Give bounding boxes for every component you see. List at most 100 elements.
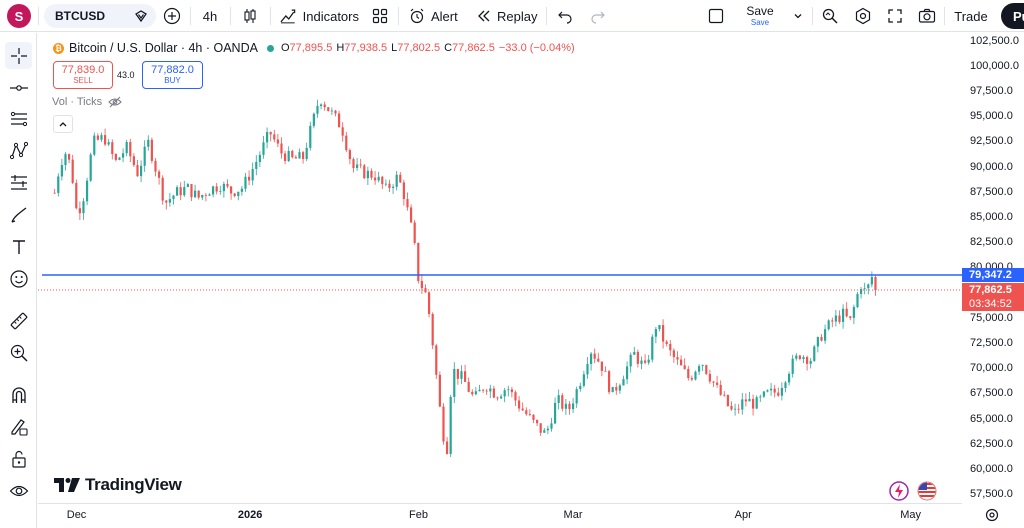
redo-button[interactable] — [586, 4, 610, 28]
parallel-lines-icon — [10, 111, 27, 126]
trade-button[interactable]: Trade — [954, 8, 988, 24]
sell-button[interactable]: 77,839.0 SELL — [53, 61, 113, 89]
high-value: 77,938.5 — [344, 42, 388, 54]
chart-pane[interactable] — [38, 33, 962, 503]
plus-circle-icon — [163, 7, 181, 25]
alarm-clock-icon — [410, 8, 424, 24]
candle-body — [751, 398, 755, 409]
chart-legend[interactable]: ₿ Bitcoin / U.S. Dollar · 4h · OANDA O 7… — [53, 41, 579, 55]
candle-body — [589, 353, 593, 364]
candle-body — [503, 390, 506, 397]
candle-body — [233, 193, 236, 197]
magnet-tool[interactable] — [5, 381, 32, 408]
candle-body — [604, 370, 607, 372]
candle-body — [672, 350, 675, 358]
flash-icon[interactable] — [889, 481, 909, 501]
brush-icon — [10, 206, 26, 223]
trend-line-tool[interactable] — [5, 74, 32, 101]
candle-body — [71, 159, 74, 183]
low-value: 77,802.5 — [397, 42, 441, 54]
candle-body — [514, 392, 517, 401]
brush-tool[interactable] — [5, 201, 32, 228]
publish-button[interactable]: Pu — [1001, 3, 1024, 29]
gear-icon — [855, 7, 871, 25]
candle-body — [651, 336, 654, 360]
candle-body — [445, 441, 449, 454]
candle-body — [118, 157, 121, 160]
candle-body — [708, 373, 711, 382]
eye-hidden-icon[interactable] — [108, 96, 122, 108]
candle-body — [755, 397, 758, 409]
divider — [230, 7, 231, 25]
us-flag-icon[interactable] — [917, 481, 937, 501]
volume-legend[interactable]: Vol · Ticks — [52, 96, 122, 108]
buy-price: 77,882.0 — [151, 64, 194, 76]
indicators-button[interactable]: Indicators — [279, 4, 359, 28]
alert-button[interactable]: Alert — [408, 4, 464, 28]
save-menu-button[interactable] — [790, 4, 806, 28]
candle-body — [78, 208, 81, 214]
search-icon — [822, 8, 838, 24]
candle-body — [82, 201, 85, 214]
candle-body — [103, 135, 107, 145]
price-tick-label: 67,500.0 — [970, 387, 1013, 400]
candle-body — [586, 363, 589, 375]
chart-type-button[interactable] — [238, 4, 262, 28]
fib-tool[interactable] — [5, 105, 32, 132]
indicator-templates-button[interactable] — [368, 4, 392, 28]
candle-body — [75, 182, 78, 209]
undo-icon — [558, 11, 572, 24]
measure-tool[interactable] — [5, 307, 32, 334]
snapshot-button[interactable] — [915, 4, 939, 28]
pencil-lock-icon — [10, 418, 28, 436]
emoji-tool[interactable] — [5, 265, 32, 292]
candle-body — [607, 371, 611, 393]
undo-button[interactable] — [553, 4, 577, 28]
interval-button[interactable]: 4h — [202, 8, 218, 24]
text-tool[interactable] — [5, 233, 32, 260]
save-button[interactable]: Save Save — [738, 2, 782, 30]
compare-symbol-icon[interactable] — [134, 9, 148, 23]
candle-countdown-label: 03:34:52 — [962, 296, 1024, 311]
replay-button[interactable]: Replay — [476, 4, 538, 28]
buy-button[interactable]: 77,882.0 BUY — [142, 61, 203, 89]
divider — [812, 7, 813, 25]
price-chart[interactable] — [38, 33, 962, 503]
candle-body — [492, 388, 495, 398]
market-status-icon[interactable] — [266, 44, 274, 52]
symbol-search-button[interactable]: BTCUSD — [44, 4, 156, 28]
alert-label: Alert — [431, 8, 458, 24]
time-axis[interactable]: Dec 2026 Feb Mar Apr May — [38, 503, 962, 528]
stay-in-drawing-mode-tool[interactable] — [5, 413, 32, 440]
lock-drawings-tool[interactable] — [5, 445, 32, 472]
price-axis[interactable]: 102,500.0 100,000.0 97,500.0 95,000.0 92,500… — [962, 33, 1024, 503]
tradingview-logo[interactable]: TradingView — [54, 475, 182, 495]
candle-body — [359, 164, 362, 166]
symbol-title[interactable]: Bitcoin / U.S. Dollar · 4h · OANDA — [69, 41, 258, 55]
candle-body — [571, 403, 575, 410]
candle-body — [399, 174, 402, 183]
user-avatar[interactable]: S — [7, 4, 31, 28]
candle-body — [532, 414, 535, 420]
candle-body — [244, 176, 247, 189]
collapse-legend-button[interactable] — [53, 115, 73, 133]
candle-body — [60, 165, 63, 177]
settings-button[interactable] — [851, 4, 875, 28]
forecast-tool[interactable] — [5, 169, 32, 196]
axis-settings-gear-icon[interactable] — [985, 508, 999, 522]
add-symbol-button[interactable] — [160, 4, 184, 28]
crosshair-tool[interactable] — [5, 42, 32, 69]
layout-button[interactable] — [704, 4, 728, 28]
candle-body — [183, 186, 186, 196]
candle-body — [625, 366, 629, 380]
candle-body — [172, 195, 175, 200]
text-icon — [12, 239, 25, 254]
price-tick-label: 85,000.0 — [970, 211, 1013, 223]
fullscreen-button[interactable] — [883, 4, 907, 28]
zoom-in-tool[interactable] — [5, 339, 32, 366]
quick-search-button[interactable] — [818, 4, 842, 28]
pattern-tool[interactable] — [5, 137, 32, 164]
price-tick-label: 97,500.0 — [970, 85, 1013, 97]
hide-drawings-tool[interactable] — [5, 477, 32, 504]
candle-body — [791, 358, 794, 374]
